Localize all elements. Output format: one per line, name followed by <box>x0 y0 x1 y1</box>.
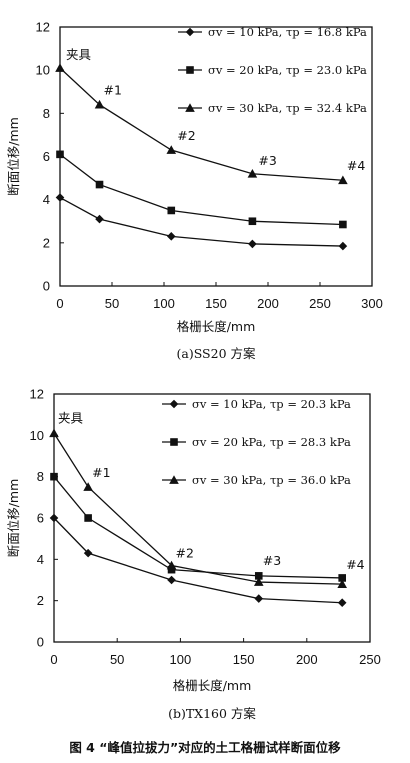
series-3-point <box>55 63 65 72</box>
y-tick-label: 6 <box>37 511 44 526</box>
legend-marker <box>186 66 194 74</box>
series-3-point <box>166 145 177 154</box>
chart-panel-b: 0 2 4 6 8 10 12 0 50 100 150 200 250 断面位移/mm 格栅长度/mm (b… <box>6 387 381 722</box>
x-tick-label: 100 <box>170 652 192 667</box>
series-2-point <box>339 220 347 229</box>
y-tick-label: 10 <box>36 63 50 78</box>
series-1-line <box>59 196 343 247</box>
x-tick-label: 0 <box>50 652 57 667</box>
legend-marker <box>185 103 195 112</box>
legend-marker <box>169 475 179 484</box>
y-tick-label: 8 <box>43 106 50 121</box>
figure-caption: 图 4 “峰值拉拔力”对应的土工格栅试样断面位移 <box>69 740 341 755</box>
series-1-point <box>337 598 347 608</box>
y-axis-label: 断面位移/mm <box>6 479 21 558</box>
series-1-point <box>254 594 264 603</box>
series-3-point <box>49 428 59 438</box>
series-3-point <box>94 99 105 109</box>
x-tick-label: 100 <box>153 296 175 311</box>
y-tick-label: 6 <box>43 149 50 164</box>
y-tick-label: 2 <box>43 235 50 250</box>
annotation-label: #4 <box>347 158 365 173</box>
series-3-point <box>247 168 258 178</box>
series-1-line <box>53 517 343 604</box>
x-tick-label: 50 <box>110 652 124 667</box>
series-2-point <box>167 206 176 215</box>
series-2-point <box>254 572 263 580</box>
series-1-point <box>167 575 176 585</box>
legend-entry: σv = 10 kPa, τp = 16.8 kPa <box>208 25 367 39</box>
x-tick-label: 250 <box>359 652 381 667</box>
series-2-point <box>84 514 92 522</box>
series-2-point <box>338 574 346 582</box>
series-3-line <box>59 67 343 181</box>
x-tick-label: 250 <box>309 296 331 311</box>
annotation-label: 夹具 <box>66 47 92 62</box>
series-3-point <box>337 579 347 588</box>
legend-entry: σv = 10 kPa, τp = 20.3 kPa <box>192 397 351 411</box>
legend-entry: σv = 30 kPa, τp = 32.4 kPa <box>208 101 367 115</box>
x-tick-label: 150 <box>233 652 255 667</box>
y-tick-label: 4 <box>43 192 50 207</box>
series-3-point <box>83 482 93 491</box>
annotation-label: #3 <box>258 153 276 168</box>
series-2-line <box>59 153 343 226</box>
y-tick-label: 8 <box>37 469 44 484</box>
x-tick-label: 150 <box>205 296 227 311</box>
series-1-point <box>248 239 257 249</box>
x-tick-label: 200 <box>257 296 279 311</box>
legend-entry: σv = 20 kPa, τp = 23.0 kPa <box>208 63 367 77</box>
series-1-point <box>338 241 348 251</box>
series-2-point <box>56 150 64 159</box>
panel-label: (a)SS20 方案 <box>177 346 256 361</box>
series-2-point <box>50 472 58 481</box>
series-3-point <box>338 175 348 185</box>
panel-label: (b)TX160 方案 <box>168 706 256 721</box>
y-axis-label: 断面位移/mm <box>6 117 21 196</box>
x-tick-label: 0 <box>56 296 63 311</box>
series-2-line <box>53 476 343 579</box>
series-1-point <box>49 513 59 523</box>
series-2-point <box>248 217 257 226</box>
series-3-point <box>253 577 264 586</box>
annotation-label: 夹具 <box>58 410 84 425</box>
legend-entry: σv = 20 kPa, τp = 28.3 kPa <box>192 435 351 449</box>
annotation-label: #1 <box>104 83 122 98</box>
y-tick-label: 2 <box>37 593 44 608</box>
series-3-line <box>53 432 343 585</box>
y-tick-label: 4 <box>37 552 44 567</box>
x-tick-label: 200 <box>296 652 318 667</box>
legend-marker <box>169 399 179 409</box>
annotation-label: #3 <box>263 553 281 568</box>
chart-panel-a: 0 2 4 6 8 10 12 0 50 100 150 200 250 300 断面位移/mm 格栅长度/m… <box>6 20 383 362</box>
plot-frame <box>53 393 371 643</box>
legend-entry: σv = 30 kPa, τp = 36.0 kPa <box>192 473 351 487</box>
legend-marker <box>185 27 195 37</box>
series-2-point <box>95 180 104 189</box>
x-tick-label: 50 <box>105 296 119 311</box>
annotation-label: #4 <box>346 557 364 572</box>
series-1-point <box>55 193 65 202</box>
series-1-point <box>83 548 93 558</box>
series-2-point <box>167 565 176 574</box>
x-axis-label: 格栅长度/mm <box>177 319 256 334</box>
x-tick-label: 300 <box>361 296 383 311</box>
annotation-label: #2 <box>177 128 195 143</box>
series-1-point <box>95 214 104 224</box>
y-tick-label: 12 <box>36 20 50 35</box>
y-tick-label: 0 <box>37 635 44 650</box>
y-tick-label: 0 <box>43 279 50 294</box>
legend-marker <box>170 438 178 446</box>
annotation-label: #1 <box>92 465 110 480</box>
y-tick-label: 10 <box>30 428 44 443</box>
y-tick-label: 12 <box>30 387 44 402</box>
annotation-label: #2 <box>176 546 194 561</box>
series-3-point <box>166 560 177 570</box>
series-1-point <box>166 232 176 241</box>
x-axis-label: 格栅长度/mm <box>173 678 252 693</box>
